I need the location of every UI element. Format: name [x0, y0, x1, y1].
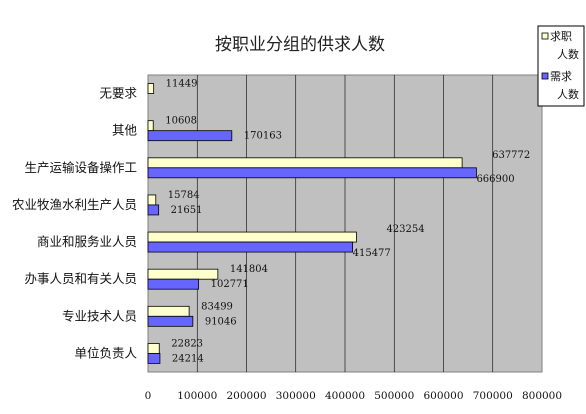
legend-swatch-demand	[541, 72, 549, 80]
bar	[147, 305, 190, 317]
legend-label-seeking-line2: 人数	[557, 48, 579, 61]
x-tick-label: 600000	[423, 390, 463, 402]
data-label: 10608	[165, 116, 197, 127]
data-label: 141804	[230, 264, 268, 275]
data-label: 91046	[205, 316, 237, 327]
x-tick-label: 200000	[226, 390, 266, 402]
x-tick-label: 400000	[325, 390, 365, 402]
data-label: 170163	[244, 131, 282, 142]
bar	[147, 120, 154, 132]
category-label: 无要求	[99, 86, 137, 101]
data-label: 83499	[201, 301, 233, 312]
data-label: 21651	[171, 205, 203, 216]
category-label: 其他	[112, 123, 138, 138]
x-tick-label: 700000	[473, 390, 513, 402]
legend: 求职 人数 需求 人数	[537, 25, 585, 107]
bar	[147, 343, 160, 354]
data-label: 666900	[476, 174, 514, 185]
bar	[147, 241, 354, 253]
legend-label-seeking-line1: 求职	[550, 30, 572, 43]
chart-title: 按职业分组的供求人数	[215, 35, 385, 55]
bars	[147, 83, 477, 364]
data-label: 637772	[492, 150, 530, 161]
legend-box	[537, 25, 585, 107]
bar	[147, 315, 194, 327]
x-tick-label: 300000	[276, 390, 316, 402]
category-label: 生产运输设备操作工	[24, 160, 137, 175]
bar	[147, 83, 155, 94]
data-label: 24214	[172, 353, 204, 364]
data-label: 415477	[353, 248, 391, 259]
bar	[147, 353, 161, 364]
category-label: 办事人员和有关人员	[24, 271, 137, 286]
bar	[147, 268, 219, 280]
data-label: 11449	[166, 79, 198, 90]
bar	[147, 204, 160, 216]
bar	[147, 194, 157, 206]
legend-swatch-seeking	[541, 32, 549, 40]
category-label: 单位负责人	[74, 345, 137, 360]
x-tick-label: 0	[145, 390, 152, 402]
data-label: 102771	[211, 279, 249, 290]
bar	[147, 231, 357, 243]
legend-label-demand-line1: 需求	[550, 70, 572, 83]
category-label: 商业和服务业人员	[37, 234, 137, 249]
data-labels: 11449 10608 170163 637772 666900 15784 21651 42…	[165, 79, 530, 365]
data-label: 15784	[168, 190, 200, 201]
legend-label-demand-line2: 人数	[557, 88, 579, 101]
category-labels: 无要求其他生产运输设备操作工农业牧渔水利生产人员商业和服务业人员办事人员和有关人…	[12, 86, 138, 361]
category-label: 农业牧渔水利生产人员	[12, 197, 137, 212]
bar	[147, 130, 233, 142]
data-label: 22823	[171, 338, 203, 349]
bar	[147, 167, 477, 179]
gridlines	[196, 75, 494, 372]
category-label: 专业技术人员	[62, 308, 137, 323]
x-tick-label: 100000	[177, 390, 217, 402]
data-label: 423254	[386, 224, 424, 235]
x-tick-labels: 0 100000 200000 300000 400000 500000 600000 700…	[145, 390, 562, 402]
bar	[147, 278, 200, 290]
x-tick-label: 500000	[374, 390, 414, 402]
bar	[147, 157, 463, 169]
x-tick-label: 800000	[522, 390, 562, 402]
